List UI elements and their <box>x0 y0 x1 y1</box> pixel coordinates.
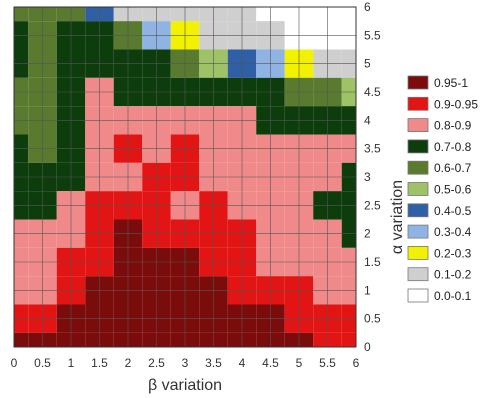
y-axis-ticks: 0 0.5 1 1.5 2 2.5 3 3.5 4 4.5 5 5.5 6 <box>364 0 381 354</box>
legend-item: 0.9-0.95 <box>407 96 478 111</box>
heatmap-cell <box>14 332 29 347</box>
legend-label: 0.7-0.8 <box>434 140 472 154</box>
legend-swatch <box>407 139 429 154</box>
legend-label: 0.95-1 <box>434 76 468 90</box>
x-tick-label: 1.5 <box>91 356 108 370</box>
x-tick-label: 1 <box>68 356 75 370</box>
legend-label: 0.3-0.4 <box>434 225 472 239</box>
y-tick-label: 0 <box>364 340 371 354</box>
legend-swatch <box>407 160 429 175</box>
x-tick-label: 0 <box>11 356 18 370</box>
legend-item: 0.7-0.8 <box>407 139 472 154</box>
x-tick-label: 3 <box>182 356 189 370</box>
legend-label: 0.9-0.95 <box>434 97 478 111</box>
legend-label: 0.1-0.2 <box>434 268 472 282</box>
legend-swatch <box>407 182 429 196</box>
x-tick-label: 4.5 <box>262 356 279 370</box>
y-axis-title: α variation <box>389 180 406 254</box>
x-tick-label: 5.5 <box>319 356 336 370</box>
plot-frame <box>13 6 357 348</box>
legend-item: 0.3-0.4 <box>407 224 472 239</box>
legend-item: 0.0-0.1 <box>407 288 472 303</box>
legend-label: 0.8-0.9 <box>434 119 472 133</box>
x-tick-label: 4 <box>239 356 246 370</box>
legend-swatch <box>407 203 429 218</box>
x-tick-label: 2.5 <box>148 356 165 370</box>
plot-grid <box>13 6 357 348</box>
y-tick-label: 2 <box>364 227 371 241</box>
legend: 0.95-1 0.9-0.95 0.8-0.9 0.7-0.8 0.6-0.7 0.5-0… <box>407 75 478 303</box>
y-tick-label: 5.5 <box>364 28 381 42</box>
legend-label: 0.4-0.5 <box>434 204 472 218</box>
x-axis-ticks: 0 0.5 1 1.5 2 2.5 3 3.5 4 4.5 5 5.5 6 <box>11 356 360 370</box>
legend-item: 0.1-0.2 <box>407 267 472 282</box>
y-tick-label: 1 <box>364 283 371 297</box>
y-tick-label: 6 <box>364 0 371 14</box>
y-tick-label: 4 <box>364 113 371 127</box>
legend-label: 0.0-0.1 <box>434 289 472 303</box>
legend-swatch <box>407 245 429 260</box>
legend-swatch <box>407 96 429 111</box>
x-axis-title: β variation <box>148 377 222 394</box>
y-tick-label: 1.5 <box>364 255 381 269</box>
legend-swatch <box>407 288 429 303</box>
legend-label: 0.5-0.6 <box>434 183 472 197</box>
y-tick-label: 5 <box>364 57 371 71</box>
legend-item: 0.2-0.3 <box>407 245 472 260</box>
x-tick-label: 3.5 <box>205 356 222 370</box>
heatmap-cell <box>341 7 356 22</box>
x-tick-label: 2 <box>125 356 132 370</box>
legend-label: 0.2-0.3 <box>434 246 472 260</box>
x-tick-label: 6 <box>353 356 360 370</box>
y-tick-label: 0.5 <box>364 312 381 326</box>
legend-item: 0.95-1 <box>407 75 468 90</box>
legend-item: 0.6-0.7 <box>407 160 472 175</box>
x-tick-label: 5 <box>296 356 303 370</box>
y-tick-label: 3.5 <box>364 142 381 156</box>
heatmap-cell <box>14 7 29 22</box>
legend-swatch <box>407 224 429 239</box>
y-tick-label: 3 <box>364 170 371 184</box>
legend-swatch <box>407 118 429 132</box>
legend-swatch <box>407 75 429 90</box>
y-tick-label: 2.5 <box>364 198 381 212</box>
y-tick-label: 4.5 <box>364 85 381 99</box>
legend-item: 0.4-0.5 <box>407 203 472 218</box>
heatmap-cell <box>341 332 356 347</box>
legend-item: 0.8-0.9 <box>407 118 472 133</box>
legend-label: 0.6-0.7 <box>434 161 472 175</box>
x-tick-label: 0.5 <box>34 356 51 370</box>
legend-item: 0.5-0.6 <box>407 182 472 197</box>
legend-swatch <box>407 267 429 282</box>
